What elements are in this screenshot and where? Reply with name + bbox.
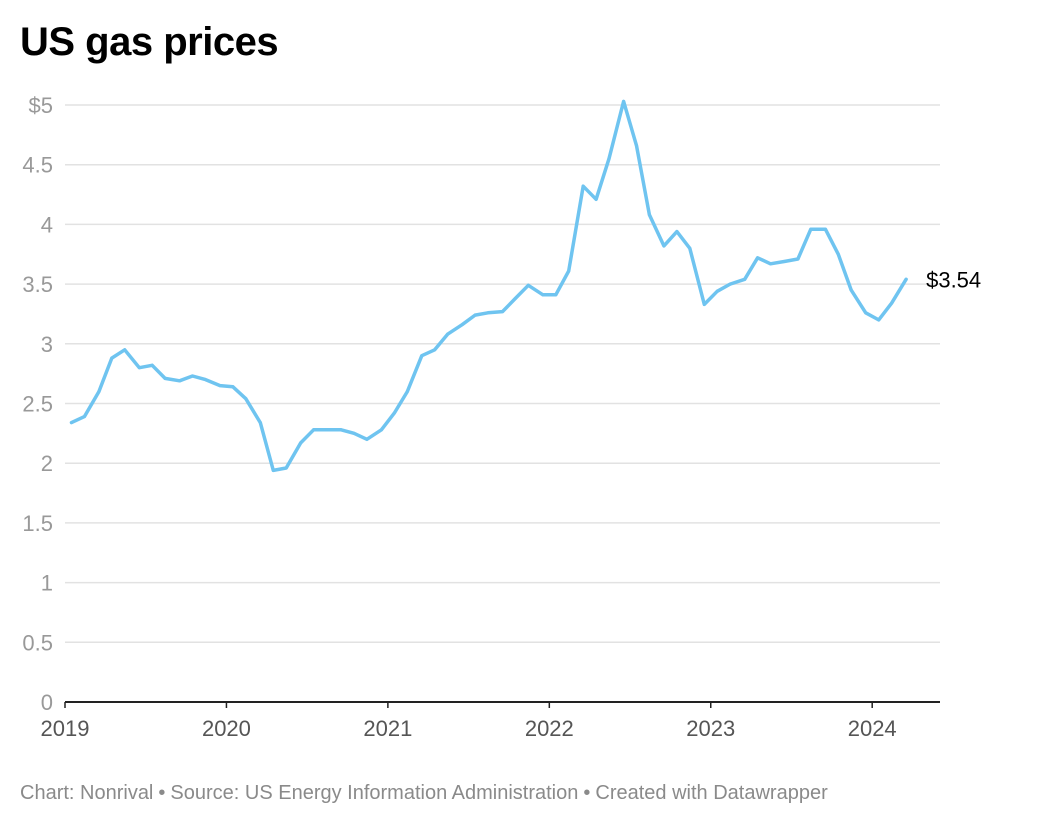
data-point: [756, 256, 760, 260]
x-tick-label: 2021: [363, 716, 412, 741]
data-point: [299, 441, 303, 445]
data-point: [352, 431, 356, 435]
data-point: [715, 289, 719, 293]
data-point: [702, 302, 706, 306]
y-tick-label: $5: [29, 93, 53, 118]
data-point: [433, 348, 437, 352]
data-point: [365, 437, 369, 441]
footer-separator: •: [583, 782, 591, 804]
x-tick-label: 2023: [686, 716, 735, 741]
data-point: [284, 466, 288, 470]
series-lines: [69, 99, 908, 473]
data-point: [501, 310, 504, 314]
y-tick-label: 3.5: [22, 272, 53, 297]
data-point: [203, 378, 207, 382]
data-point: [594, 197, 598, 201]
data-point: [513, 296, 517, 300]
data-point: [728, 282, 732, 286]
series-line: [69, 99, 908, 473]
data-point: [97, 390, 101, 394]
data-point: [392, 411, 396, 415]
data-point: [258, 421, 262, 425]
data-point: [581, 184, 585, 188]
data-point: [688, 246, 692, 250]
data-point: [823, 227, 827, 231]
data-point: [473, 313, 477, 317]
data-point: [379, 428, 383, 432]
data-point: [69, 421, 73, 425]
footer-tool: Created with Datawrapper: [595, 782, 828, 804]
data-point: [634, 144, 638, 148]
data-point: [110, 356, 114, 360]
data-point: [137, 366, 141, 370]
data-point: [675, 230, 679, 234]
y-tick-label: 2.5: [22, 392, 53, 417]
data-point: [607, 157, 611, 161]
data-point: [904, 277, 908, 281]
footer-credit: Chart: Nonrival: [20, 782, 154, 804]
data-point: [526, 283, 530, 287]
y-tick-label: 3: [41, 332, 53, 357]
data-point: [178, 379, 182, 383]
data-point: [123, 348, 127, 352]
data-point: [163, 376, 167, 380]
data-point: [460, 323, 464, 327]
data-point: [312, 428, 316, 432]
data-point: [864, 311, 868, 315]
data-point: [836, 252, 840, 256]
data-point: [244, 397, 248, 401]
data-point: [554, 293, 558, 297]
data-point: [541, 293, 545, 297]
data-point: [231, 385, 235, 389]
data-point: [890, 301, 894, 305]
data-point: [271, 468, 275, 472]
data-point: [783, 259, 787, 263]
data-point: [446, 332, 450, 336]
x-tick-label: 2024: [848, 716, 897, 741]
y-axis-ticks: 0 0.5 1 1.5 2 2.5 3 3.5 4 4.5 $5: [22, 93, 53, 715]
data-point: [420, 354, 424, 358]
data-point: [849, 288, 853, 292]
footer-separator: •: [158, 782, 166, 804]
footer-source: Source: US Energy Information Administra…: [170, 782, 579, 804]
x-axis-ticks: 2019 2020 2021 2022 2023 2024: [41, 702, 897, 741]
data-point: [743, 277, 747, 281]
data-point: [662, 244, 666, 248]
chart-footer: Chart: Nonrival • Source: US Energy Inform…: [20, 782, 828, 805]
data-point: [877, 318, 881, 322]
y-tick-label: 1: [41, 571, 53, 596]
y-tick-label: 1.5: [22, 511, 53, 536]
x-tick-label: 2019: [41, 716, 90, 741]
line-chart: 00.511.522.533.544.5$5 2019 2020 2021 2022 2…: [22, 93, 981, 741]
data-point: [150, 363, 154, 367]
data-point: [218, 384, 222, 388]
data-point: [191, 374, 195, 378]
data-point: [796, 257, 800, 261]
chart-title: US gas prices: [20, 20, 279, 64]
x-tick-label: 2022: [525, 716, 574, 741]
end-value-label: $3.54: [926, 267, 981, 292]
data-point: [486, 311, 490, 315]
y-tick-label: 0: [41, 690, 53, 715]
data-point: [339, 428, 343, 432]
x-tick-label: 2020: [202, 716, 251, 741]
data-point: [622, 99, 626, 103]
y-tick-label: 2: [41, 451, 53, 476]
y-tick-label: 0.5: [22, 630, 53, 655]
data-point: [82, 415, 86, 419]
data-point: [809, 227, 813, 231]
y-tick-label: 4: [41, 212, 53, 237]
data-point: [567, 269, 571, 273]
gridlines: [65, 104, 940, 644]
data-point: [405, 390, 409, 394]
data-labels: $3.54: [926, 267, 981, 292]
data-point: [325, 428, 329, 432]
data-point: [768, 262, 772, 266]
y-tick-label: 4.5: [22, 153, 53, 178]
data-point: [647, 213, 651, 217]
